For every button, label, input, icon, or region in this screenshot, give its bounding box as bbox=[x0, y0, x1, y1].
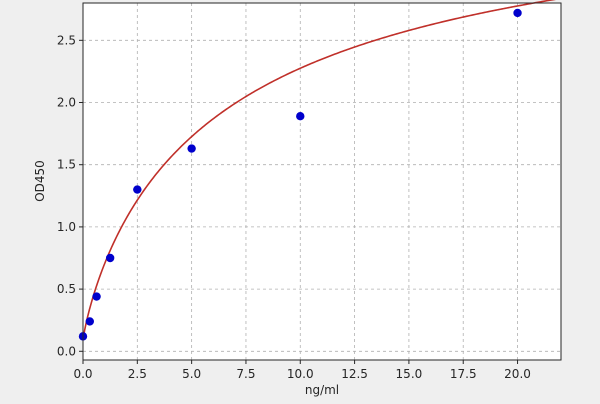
y-axis-label: OD450 bbox=[33, 160, 47, 202]
y-tick-label: 2.0 bbox=[57, 96, 76, 110]
fit-curve-layer bbox=[82, 0, 556, 341]
y-tick-label: 2.5 bbox=[57, 33, 76, 47]
x-tick-label: 10.0 bbox=[287, 367, 314, 381]
plot-frame bbox=[82, 2, 562, 361]
grid bbox=[82, 3, 561, 360]
x-tick-label: 17.5 bbox=[450, 367, 477, 381]
y-tick-label: 1.5 bbox=[57, 158, 76, 172]
x-tick-label: 2.5 bbox=[128, 367, 147, 381]
fit-curve bbox=[82, 0, 556, 341]
x-axis-label: ng/ml bbox=[305, 383, 339, 397]
plot-area bbox=[83, 3, 561, 360]
y-tick-label: 1.0 bbox=[57, 220, 76, 234]
x-tick-label: 20.0 bbox=[504, 367, 531, 381]
data-point bbox=[187, 144, 196, 153]
data-point bbox=[92, 292, 101, 301]
data-point bbox=[133, 185, 142, 194]
x-tick-label: 12.5 bbox=[341, 367, 368, 381]
y-tick-label: 0.5 bbox=[57, 282, 76, 296]
data-point bbox=[105, 253, 115, 263]
data-point bbox=[85, 317, 94, 326]
y-tick-label: 0.0 bbox=[57, 344, 76, 358]
x-tick-label: 5.0 bbox=[182, 367, 201, 381]
y-axis-ticks: 0.0 0.5 1.0 1.5 2.0 2.5 bbox=[57, 33, 83, 358]
data-point bbox=[296, 111, 305, 121]
x-axis-ticks: 0.0 2.5 5.0 7.5 10.0 12.5 15.0 17.5 20.0 bbox=[73, 360, 531, 381]
x-tick-label: 0.0 bbox=[73, 367, 92, 381]
x-tick-label: 15.0 bbox=[396, 367, 423, 381]
x-tick-label: 7.5 bbox=[236, 367, 255, 381]
data-point bbox=[513, 8, 522, 18]
